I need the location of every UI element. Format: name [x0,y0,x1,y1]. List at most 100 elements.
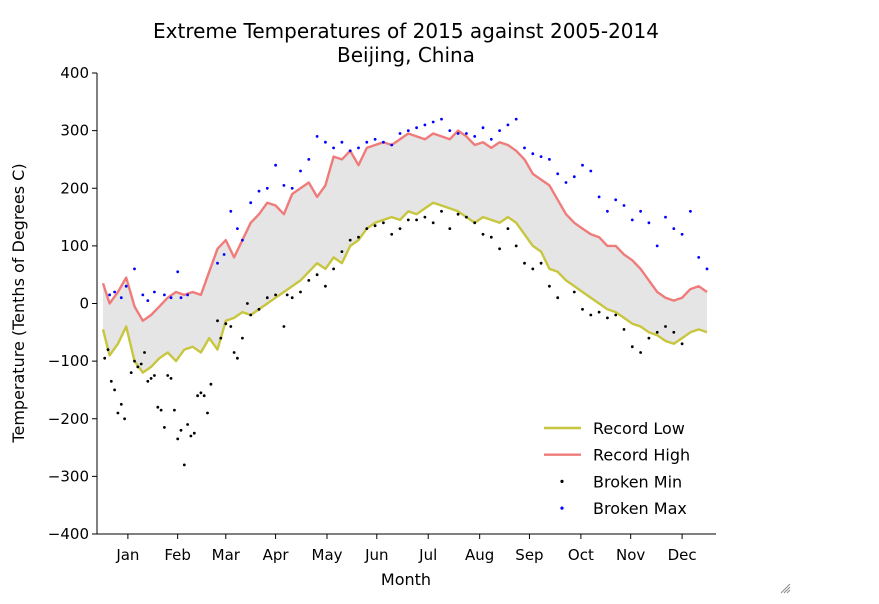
broken-max-point [514,117,518,121]
broken-max-point [398,132,402,135]
broken-min-point [196,394,200,398]
broken-min-point [182,463,186,467]
broken-min-point [163,426,166,429]
resize-grip-icon[interactable] [779,582,791,594]
broken-max-point [689,209,692,213]
broken-min-point [315,273,319,277]
broken-max-point [382,140,385,144]
y-tick-label: 100 [60,237,89,255]
broken-max-point [548,158,551,161]
broken-max-point [265,186,269,190]
broken-min-point [556,296,560,300]
broken-min-point [531,267,535,271]
broken-max-point [672,227,676,231]
y-tick-label: −300 [48,467,89,485]
broken-min-point [123,417,126,421]
broken-min-point [202,394,206,398]
broken-min-point [156,405,160,409]
broken-max-point [216,261,219,265]
broken-min-point [630,345,634,349]
x-tick-label: Dec [668,546,697,564]
broken-max-point [705,267,709,271]
broken-min-point [166,374,170,377]
broken-max-point [119,296,123,300]
broken-max-point [556,172,560,176]
broken-max-point [357,146,360,150]
broken-min-point [448,227,452,231]
broken-min-point [548,284,551,288]
broken-min-point [489,235,493,239]
broken-max-point [655,244,659,248]
broken-min-point [136,365,140,369]
x-tick-label: Jan [115,546,139,564]
broken-max-point [597,195,601,199]
broken-min-point [216,319,219,323]
x-tick-label: Aug [465,546,494,564]
broken-min-point [246,302,249,305]
broken-min-point [664,325,667,328]
broken-max-point [498,129,501,133]
broken-min-point [332,267,335,271]
broken-max-point [647,221,651,225]
legend: Record Low Record High Broken Min Broken Ma… [544,419,690,518]
broken-min-point [340,250,344,254]
broken-max-point [373,137,377,141]
x-tick-label: May [312,546,343,564]
broken-min-point [209,382,213,386]
broken-min-point [290,296,294,300]
record-range-band [103,130,707,373]
broken-min-point [423,215,427,219]
broken-max-point [473,135,477,138]
broken-max-point [365,140,369,144]
x-tick-label: Oct [568,546,594,564]
broken-max-point [179,296,183,300]
broken-min-point [506,227,510,231]
broken-max-point [440,117,443,121]
legend-label-record-low: Record Low [593,419,685,438]
broken-max-point [186,293,190,297]
broken-max-point [108,293,111,297]
x-tick-label: Mar [212,546,241,564]
broken-min-point [406,218,410,222]
broken-max-point [622,204,626,207]
broken-max-point [481,126,485,130]
x-tick-label: Jul [418,546,437,564]
broken-min-point [606,316,609,320]
broken-max-point [124,284,128,288]
broken-max-point [146,299,150,302]
chart-subtitle: Beijing, China [337,43,475,67]
broken-max-point [531,152,535,156]
broken-min-point [169,377,173,380]
broken-min-point [415,218,418,222]
broken-max-point [315,135,319,138]
broken-max-point [274,163,277,167]
broken-min-point [622,328,626,331]
broken-min-point [119,402,123,406]
broken-min-point [133,359,136,363]
broken-min-point [282,325,286,328]
broken-min-point [285,293,289,297]
broken-min-point [113,388,116,392]
broken-min-point [373,224,377,228]
axes: 400 300 200 100 0 −100 −200 −300 −400 Jan Feb Mar Ap… [48,64,716,564]
broken-min-point [465,215,468,219]
broken-min-point [307,279,311,282]
broken-min-point [265,296,269,300]
legend-label-broken-min: Broken Min [593,472,682,491]
broken-min-point [274,293,277,297]
broken-min-point [348,238,352,242]
broken-min-point [680,342,684,346]
broken-max-point [680,232,684,236]
broken-min-point [149,377,153,380]
broken-max-point [176,270,180,274]
broken-max-point [415,126,418,130]
legend-label-broken-max: Broken Max [593,499,687,518]
broken-min-point [655,330,659,334]
broken-max-point [697,256,701,259]
record-high-line [101,129,708,322]
broken-max-point [639,209,642,213]
broken-max-point [299,169,302,173]
broken-min-point [639,351,642,354]
broken-max-point [448,129,452,133]
broken-min-point [498,247,501,251]
